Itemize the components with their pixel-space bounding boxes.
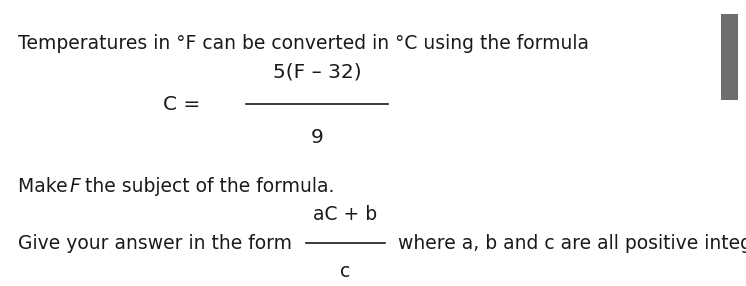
Text: 9: 9 — [310, 128, 324, 147]
Text: where a, b and c are all positive integers.: where a, b and c are all positive intege… — [392, 234, 746, 253]
Text: aC + b: aC + b — [313, 205, 377, 224]
Bar — [721, 14, 738, 100]
Text: Temperatures in °F can be converted in °C using the formula: Temperatures in °F can be converted in °… — [18, 34, 589, 53]
Text: F: F — [69, 177, 80, 196]
Text: c: c — [340, 262, 351, 281]
Text: 5(F – 32): 5(F – 32) — [273, 62, 361, 81]
Text: the subject of the formula.: the subject of the formula. — [79, 177, 334, 196]
Text: Make: Make — [18, 177, 73, 196]
Text: C =: C = — [163, 95, 207, 114]
Text: Give your answer in the form: Give your answer in the form — [18, 234, 298, 253]
